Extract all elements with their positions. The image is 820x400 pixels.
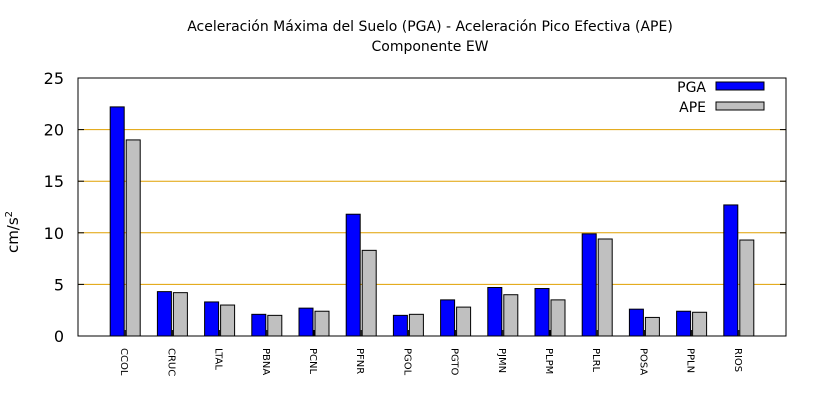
bar-pga-rios xyxy=(723,204,739,337)
bar-ape-cruc xyxy=(172,292,188,337)
bar-ape-ltal xyxy=(220,304,236,337)
grid-lines xyxy=(78,129,786,285)
bar-ape-plrl xyxy=(597,238,613,337)
bar-pga-pfnr xyxy=(345,213,361,337)
x-ticks: CCOL CRUC LTAL PBNA PCNL PFNR PGOL PGTO PJMN PLPM… xyxy=(118,330,743,376)
y-tick-label: 10 xyxy=(44,224,64,243)
bar-pga-ccol xyxy=(109,106,125,337)
x-tick-label: PLPM xyxy=(543,348,554,374)
bar-ape-pgol xyxy=(408,313,424,337)
legend-swatch-ape xyxy=(715,101,765,111)
x-tick-label: CRUC xyxy=(165,348,176,376)
bar-ape-rios xyxy=(739,239,755,337)
bar-ape-pjmn xyxy=(503,294,519,337)
bar-pga-pgto xyxy=(440,299,456,337)
y-tick-label: 25 xyxy=(44,69,64,88)
bar-ape-pbna xyxy=(267,314,283,337)
y-tick-label: 20 xyxy=(44,121,64,140)
bar-pga-pgol xyxy=(392,314,408,337)
bar-ape-pcnl xyxy=(314,310,330,337)
x-tick-label: PGOL xyxy=(401,348,412,376)
chart-subtitle: Componente EW xyxy=(371,39,488,55)
bar-ape-plpm xyxy=(550,299,566,337)
y-tick-label: 5 xyxy=(54,275,64,294)
x-tick-label: LTAL xyxy=(213,348,224,370)
bar-pga-pbna xyxy=(251,313,267,337)
legend-label-pga: PGA xyxy=(677,80,706,96)
x-tick-label: PFNR xyxy=(354,348,365,374)
bar-ape-ppln xyxy=(692,311,708,337)
legend-label-ape: APE xyxy=(679,100,706,116)
bar-pga-ppln xyxy=(676,310,692,337)
bar-pga-ltal xyxy=(204,301,220,337)
x-tick-label: CCOL xyxy=(118,348,129,376)
bar-ape-posa xyxy=(644,316,660,337)
x-tick-label: PJMN xyxy=(496,348,507,373)
y-axis-label: cm/s2 xyxy=(4,211,22,253)
bars xyxy=(109,106,755,337)
bar-pga-pcnl xyxy=(298,307,314,337)
bar-pga-posa xyxy=(628,308,644,337)
chart-title: Aceleración Máxima del Suelo (PGA) - Ace… xyxy=(187,19,673,35)
x-tick-label: RIOS xyxy=(732,348,743,372)
bar-ape-ccol xyxy=(125,139,141,337)
y-ticks: 0 5 10 15 20 25 xyxy=(44,69,786,346)
legend: PGA APE xyxy=(677,80,765,116)
bar-pga-plrl xyxy=(581,233,597,337)
x-tick-label: PLRL xyxy=(590,348,601,373)
x-tick-label: PCNL xyxy=(307,348,318,374)
x-tick-label: PBNA xyxy=(260,348,271,375)
x-tick-label: PPLN xyxy=(685,348,696,373)
x-tick-label: PGTO xyxy=(449,348,460,376)
x-tick-label: POSA xyxy=(637,348,648,375)
y-tick-label: 15 xyxy=(44,172,64,191)
bar-ape-pgto xyxy=(456,306,472,337)
y-tick-label: 0 xyxy=(54,327,64,346)
bar-pga-cruc xyxy=(156,291,172,337)
bar-ape-pfnr xyxy=(361,249,377,337)
bar-pga-plpm xyxy=(534,288,550,337)
plot-frame xyxy=(77,77,787,337)
bar-pga-pjmn xyxy=(487,286,503,337)
legend-swatch-pga xyxy=(715,81,765,91)
